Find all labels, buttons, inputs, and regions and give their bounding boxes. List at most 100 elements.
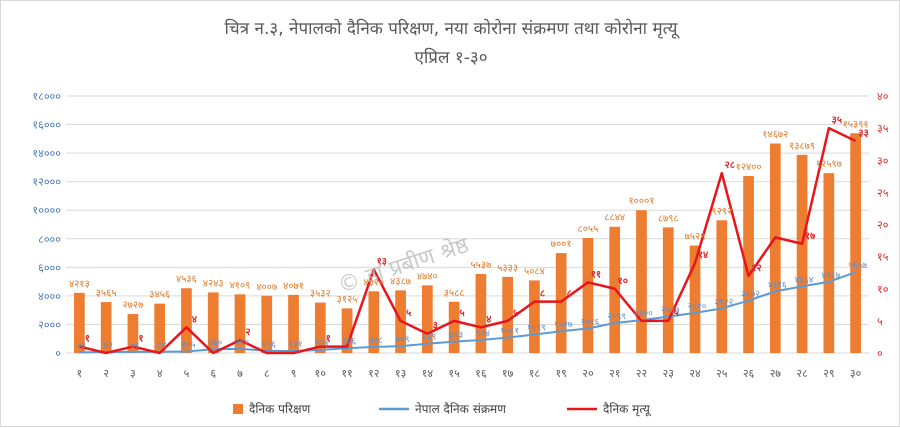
bar-value-label: ४३२० xyxy=(363,277,384,288)
death-value-label: १ xyxy=(138,334,143,345)
x-tick-label: १३ xyxy=(395,367,406,380)
y-left-tick-label: १६००० xyxy=(32,119,61,132)
infection-value-label: १०८१ xyxy=(500,327,519,337)
bar xyxy=(127,314,139,353)
y-left-tick-label: १०००० xyxy=(32,204,61,217)
infection-value-label: ८४ xyxy=(157,341,167,351)
bar xyxy=(234,294,246,353)
x-tick-label: २८ xyxy=(796,367,808,380)
infection-value-label: ४७९ xyxy=(396,335,410,345)
infection-value-label: ७९३ xyxy=(449,331,463,341)
legend-label: नेपाल दैनिक संक्रमण xyxy=(415,402,506,416)
chart-title: चित्र न.३, नेपालको दैनिक परिक्षण, नया को… xyxy=(225,18,681,39)
death-value-label: ५ xyxy=(513,308,518,319)
x-tick-label: २ xyxy=(103,367,109,380)
infection-value-label: २९० xyxy=(235,338,249,348)
bar-value-label: १३८७९ xyxy=(789,141,815,152)
bar-value-label: ४००७ xyxy=(256,282,277,293)
x-tick-label: १७ xyxy=(502,367,514,380)
bar-value-label: ४२१३ xyxy=(69,279,90,290)
infection-value-label: १५२७ xyxy=(554,320,573,330)
bar-value-label: ३४५६ xyxy=(149,290,170,301)
infection-value-label: ५६५७ xyxy=(848,261,867,271)
gridlines xyxy=(66,95,869,354)
infection-value-label: ३१२२ xyxy=(714,297,733,307)
bar-value-label: ५५३७ xyxy=(470,260,491,271)
y-left-tick-label: १८००० xyxy=(32,90,61,103)
bar-value-label: १२५९७ xyxy=(816,159,842,170)
bar xyxy=(582,237,594,353)
y-left-tick-label: ० xyxy=(55,347,61,360)
x-tick-label: १२ xyxy=(368,367,379,380)
y-left-tick-label: ८००० xyxy=(38,233,61,246)
chart-legend: दैनिक परिक्षण नेपाल दैनिक संक्रमण दैनिक मृ… xyxy=(233,402,652,417)
infection-value-label: ७८ xyxy=(130,341,140,351)
x-tick-label: २९ xyxy=(823,367,834,380)
bar-value-label: ४७४० xyxy=(417,271,438,282)
bar-value-label: ४१०९ xyxy=(230,280,251,291)
death-value-label: ८ xyxy=(540,289,545,300)
bar-value-label: ५३३३ xyxy=(497,263,518,274)
death-value-label: ३५ xyxy=(832,115,842,126)
y-right-tick-label: ३५ xyxy=(877,122,889,135)
bar-value-label: ४५३६ xyxy=(176,274,197,285)
infection-value-label: १२९९ xyxy=(527,323,546,333)
infection-value-label: २२१ xyxy=(315,339,329,349)
infection-value-label: १३१ xyxy=(288,340,302,350)
death-value-label: १२ xyxy=(751,263,761,274)
x-tick-label: २७ xyxy=(770,367,782,380)
x-tick-label: १५ xyxy=(448,367,460,380)
bar-value-label: ७५२९ xyxy=(685,232,706,243)
death-value-label: ४ xyxy=(192,314,197,325)
bar xyxy=(261,295,273,353)
infection-value-label: ४२८ xyxy=(369,336,383,346)
x-tick-label: २० xyxy=(582,367,594,380)
bar xyxy=(475,273,487,353)
x-tick-label: ३० xyxy=(850,367,862,380)
y-left-tick-label: १२००० xyxy=(32,176,61,189)
x-tick-label: ९ xyxy=(291,367,297,380)
y-right-tick-label: १० xyxy=(877,283,889,296)
bar xyxy=(662,227,674,353)
axis-ticks: ०२०००४०००६०००८०००१००००१२०००१४०००१६०००१८०… xyxy=(32,90,888,380)
bar xyxy=(207,292,219,353)
x-tick-label: २६ xyxy=(743,367,755,380)
bar-value-label: ४३८७ xyxy=(390,276,411,287)
y-right-tick-label: ५ xyxy=(877,315,883,328)
bar xyxy=(288,294,299,353)
x-tick-label: ८ xyxy=(264,367,270,380)
bar-value-label: ७००१ xyxy=(551,239,572,250)
y-right-tick-label: २० xyxy=(877,219,889,232)
bar-value-label: १४६७२ xyxy=(762,130,788,141)
x-tick-label: १० xyxy=(315,367,327,380)
bar-value-label: ४२४३ xyxy=(203,278,224,289)
x-tick-label: १४ xyxy=(422,367,434,380)
x-tick-label: ११ xyxy=(341,367,352,380)
legend-swatch-bar xyxy=(233,404,243,414)
bar-value-label: ३५८८ xyxy=(444,288,465,299)
death-value-label: १ xyxy=(85,334,90,345)
bar-value-label: ८७९८ xyxy=(658,213,679,224)
bar-series xyxy=(74,133,861,353)
chart-subtitle: एप्रिल १-३० xyxy=(414,47,487,68)
x-tick-label: २५ xyxy=(716,367,728,380)
infection-value-label: १७१६ xyxy=(581,317,600,327)
bar-value-label: ९२९२ xyxy=(711,206,732,217)
line-series xyxy=(79,126,857,355)
x-tick-label: १९ xyxy=(555,367,566,380)
infection-value-label: ४९८७ xyxy=(821,271,840,281)
bar-value-label: १२४०० xyxy=(736,162,762,173)
death-value-label: ४ xyxy=(486,314,491,325)
death-value-label: १ xyxy=(326,334,331,345)
x-tick-label: ३ xyxy=(130,367,136,380)
bar xyxy=(100,302,112,353)
death-value-label: ५ xyxy=(460,308,465,319)
infection-value-label: ९१४ xyxy=(476,329,490,339)
death-value-label: २ xyxy=(245,327,250,338)
x-tick-label: २४ xyxy=(689,367,701,380)
bar xyxy=(502,276,514,353)
x-tick-label: ७ xyxy=(237,367,243,380)
infection-value-label: ४३ xyxy=(77,341,86,351)
